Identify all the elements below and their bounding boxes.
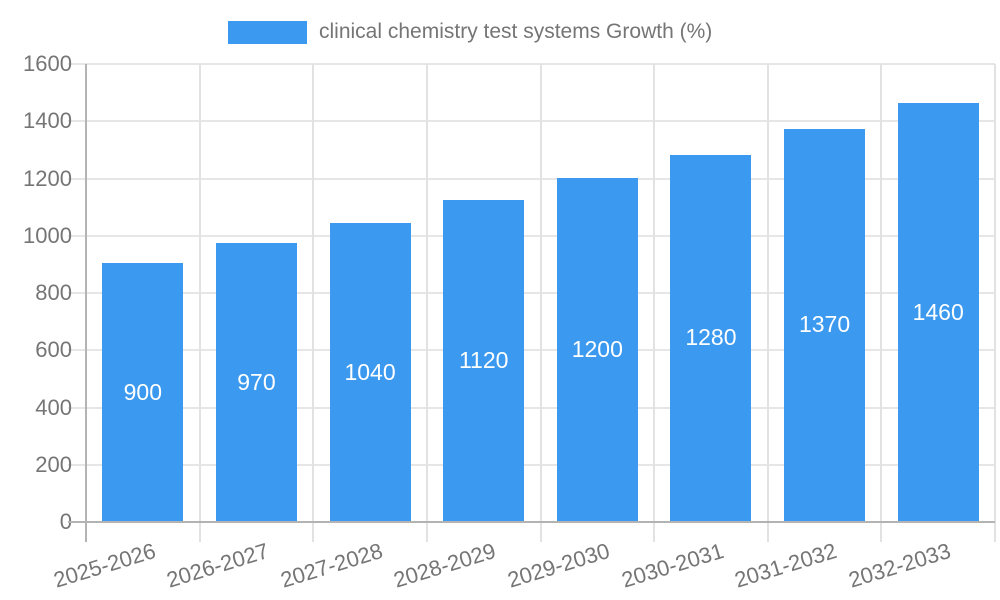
- y-axis-line: [85, 64, 87, 542]
- plot-area: 900 970 1040 1120 1200 1280 1370 1460: [68, 63, 996, 542]
- x-tick-label: 2027-2028: [277, 538, 386, 593]
- x-tick-label: 2026-2027: [163, 538, 272, 593]
- y-tick-label: 1200: [23, 165, 72, 191]
- gridline-v: [312, 64, 315, 542]
- x-tick-label: 2032-2033: [845, 538, 954, 593]
- gridline-v: [198, 64, 201, 542]
- gridline-v: [994, 64, 996, 542]
- bar[interactable]: 1370: [784, 128, 866, 521]
- bar[interactable]: 900: [102, 263, 184, 521]
- bar[interactable]: 1040: [329, 223, 411, 521]
- y-tick-label: 200: [35, 451, 72, 477]
- x-tick-label: 2028-2029: [391, 538, 499, 593]
- gridline-h: [68, 63, 995, 65]
- gridline-h: [68, 120, 995, 123]
- bar-value-label: 1040: [344, 358, 396, 385]
- bar-value-label: 1120: [458, 347, 509, 374]
- y-tick-label: 1400: [23, 108, 72, 134]
- x-axis-line: [68, 521, 995, 523]
- bar-value-label: 1460: [912, 298, 964, 325]
- bar-value-label: 970: [237, 368, 276, 395]
- y-tick-label: 1600: [23, 51, 72, 76]
- x-tick-label: 2029-2030: [504, 538, 613, 593]
- x-tick-label: 2031-2032: [731, 538, 840, 593]
- legend-label: clinical chemistry test systems Growth (…: [319, 20, 713, 43]
- gridline-v: [425, 64, 428, 542]
- bar[interactable]: 970: [215, 243, 297, 521]
- x-tick-label: 2025-2026: [50, 538, 159, 593]
- gridline-h: [68, 177, 995, 180]
- gridline-v: [653, 64, 656, 542]
- y-tick-label: 1000: [23, 222, 72, 248]
- bar-value-label: 1200: [571, 335, 623, 362]
- legend-swatch: [228, 20, 307, 44]
- x-tick-label: 2030-2031: [618, 538, 727, 593]
- legend[interactable]: clinical chemistry test systems Growth (…: [228, 20, 712, 44]
- bar-value-label: 900: [123, 378, 162, 405]
- bar[interactable]: 1460: [897, 103, 979, 521]
- gridline-v: [539, 64, 542, 542]
- bar[interactable]: 1280: [670, 154, 752, 521]
- y-tick-label: 0: [59, 509, 72, 534]
- gridline-h: [68, 292, 995, 294]
- gridline-h: [68, 234, 995, 237]
- gridline-v: [766, 64, 769, 542]
- y-tick-label: 600: [35, 337, 72, 363]
- bar-value-label: 1370: [798, 311, 851, 338]
- y-tick-label: 800: [35, 280, 72, 305]
- gridline-h: [68, 406, 995, 409]
- bar[interactable]: 1200: [556, 177, 638, 521]
- bar[interactable]: 1120: [443, 200, 525, 521]
- y-tick-label: 400: [35, 394, 72, 420]
- gridline-h: [68, 463, 995, 466]
- gridline-v: [880, 64, 883, 542]
- bar-value-label: 1280: [685, 324, 737, 351]
- gridline-h: [68, 349, 995, 352]
